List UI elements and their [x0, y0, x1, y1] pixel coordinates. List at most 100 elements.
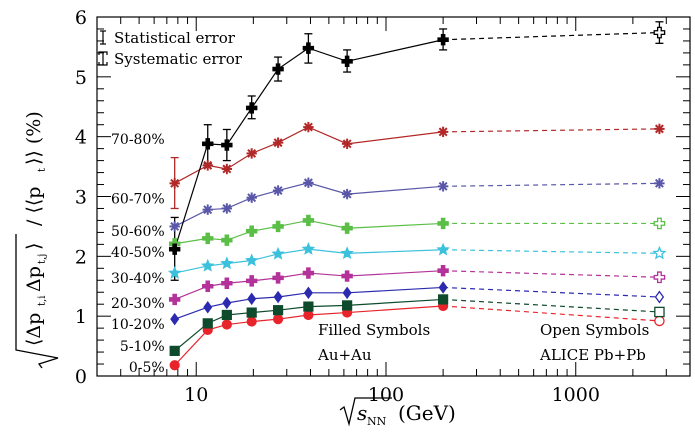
point-30-40: [340, 246, 354, 260]
centrality-label-30-40: 30-40%: [111, 271, 165, 287]
centrality-labels: 0-5% 5-10% 10-20% 20-30% 30-40% 40-50% 50-60% 6…: [111, 132, 165, 376]
point-20-30: [168, 293, 181, 306]
point-50-60: [202, 204, 213, 215]
extrapolation-line-60-70: [443, 128, 660, 133]
point-40-50: [302, 214, 315, 227]
point-70-80: [302, 42, 315, 54]
point-20-30: [302, 267, 315, 279]
x-axis-title: s NN (GeV): [339, 397, 456, 428]
y-axis-title-bracket: ⟩: [23, 243, 45, 250]
sqrt-sign: [15, 234, 59, 369]
y-axis-title-unit: ⟩⟩ (%): [23, 111, 45, 165]
point-5-10: [221, 309, 232, 321]
point-60-70: [437, 126, 449, 138]
point-70-80: [245, 102, 258, 114]
series-line-60-70: [174, 126, 444, 184]
point-40-50: [341, 222, 353, 234]
x-tick-label: 1000: [552, 384, 600, 406]
y-tick-label: 2: [75, 246, 87, 268]
point-60-70-stroke: [222, 164, 232, 174]
y-axis-title-sub-2: t,j: [37, 254, 48, 264]
point-10-20: [342, 286, 352, 300]
point-30-40: [244, 253, 259, 267]
legend: Statistical error Systematic error: [98, 29, 243, 68]
point-30-40: [301, 242, 316, 255]
extrapolation-line-20-30: [443, 270, 660, 278]
point-60-70: [341, 138, 353, 150]
point-40-50: [245, 225, 258, 237]
point-70-80: [341, 55, 353, 67]
alice-point-60-70: [654, 123, 665, 135]
point-50-60: [169, 221, 180, 232]
y-axis-title-numerator-2: Δp: [23, 266, 45, 292]
centrality-label-5-10: 5-10%: [120, 339, 165, 355]
annotation-filled-symbols: Filled Symbols: [318, 321, 430, 339]
point-50-60: [437, 181, 449, 192]
point-5-10: [342, 300, 353, 311]
point-0-5: [246, 316, 257, 327]
point-60-70-stroke: [342, 139, 352, 149]
x-axis-title-subscript: NN: [367, 415, 387, 428]
point-60-70: [272, 137, 284, 148]
x-tick-label: 10: [184, 384, 208, 406]
point-40-50: [202, 232, 214, 245]
centrality-label-60-70: 60-70%: [111, 191, 165, 207]
point-20-30: [437, 264, 449, 277]
legend-item-systematic-error: Systematic error: [98, 50, 243, 68]
point-40-50: [221, 234, 233, 246]
extrapolation-line-0-5: [443, 305, 660, 322]
point-60-70: [202, 160, 213, 171]
alice-point-0-5: [654, 315, 665, 327]
y-tick-label: 1: [75, 306, 87, 328]
point-50-60-stroke: [303, 178, 313, 188]
legend-label: Statistical error: [114, 29, 236, 47]
point-70-80: [202, 138, 214, 150]
point-5-10: [202, 318, 213, 329]
centrality-label-0-5: 0-5%: [129, 360, 165, 376]
y-axis-title: ⟨Δp t,i Δp t,j ⟩ / ⟨⟨p t ⟩⟩ (%): [15, 111, 59, 369]
point-20-30: [245, 275, 258, 287]
alice-point-40-50: [653, 217, 666, 230]
point-0-5: [303, 309, 314, 321]
point-30-40: [200, 258, 215, 272]
point-10-20: [438, 281, 448, 294]
centrality-label-50-60: 50-60%: [111, 224, 165, 240]
alice-point-30-40: [652, 245, 667, 260]
alice-point-70-80: [653, 26, 666, 39]
y-tick-label: 5: [75, 67, 87, 89]
point-60-70-stroke: [438, 127, 448, 137]
alice-point-50-60: [654, 178, 665, 189]
point-0-5: [272, 314, 284, 325]
y-tick-label: 4: [75, 127, 87, 149]
tick-labels: 0 1 2 3 4 5 6 10 100 1000: [75, 7, 600, 406]
point-60-70: [303, 121, 314, 133]
legend-item-statistical-error: Statistical error: [100, 29, 236, 47]
point-10-20: [303, 286, 313, 300]
point-50-60-stroke: [438, 181, 448, 191]
legend-symbol-cap: [98, 62, 108, 66]
point-60-70-stroke: [170, 178, 180, 188]
x-axis-title-s: s: [357, 401, 367, 425]
point-60-70-stroke: [273, 138, 283, 148]
point-40-50: [272, 220, 284, 233]
annotation-open-symbols: Open Symbols: [540, 321, 649, 339]
annotations: Filled Symbols Au+Au Open Symbols ALICE Pb+…: [317, 321, 649, 364]
point-30-40: [167, 265, 182, 279]
point-10-20: [170, 312, 180, 326]
point-5-10: [303, 301, 314, 312]
point-50-60: [272, 185, 284, 196]
point-60-70: [221, 163, 233, 175]
alice-point-20-30: [653, 271, 666, 284]
centrality-label-70-80: 70-80%: [111, 132, 165, 148]
extrapolation-line-70-80: [443, 31, 660, 41]
point-50-60: [303, 177, 314, 188]
point-10-20: [222, 296, 232, 310]
axis-ticks: [96, 17, 691, 377]
point-50-60: [221, 203, 233, 214]
point-20-30: [202, 280, 214, 292]
x-tick-label: 100: [368, 384, 404, 406]
point-30-40: [436, 242, 450, 256]
point-50-60-stroke: [273, 186, 283, 195]
y-axis-title-denominator: / ⟨⟨p: [23, 187, 45, 226]
extrapolation-line-30-40: [443, 249, 660, 254]
